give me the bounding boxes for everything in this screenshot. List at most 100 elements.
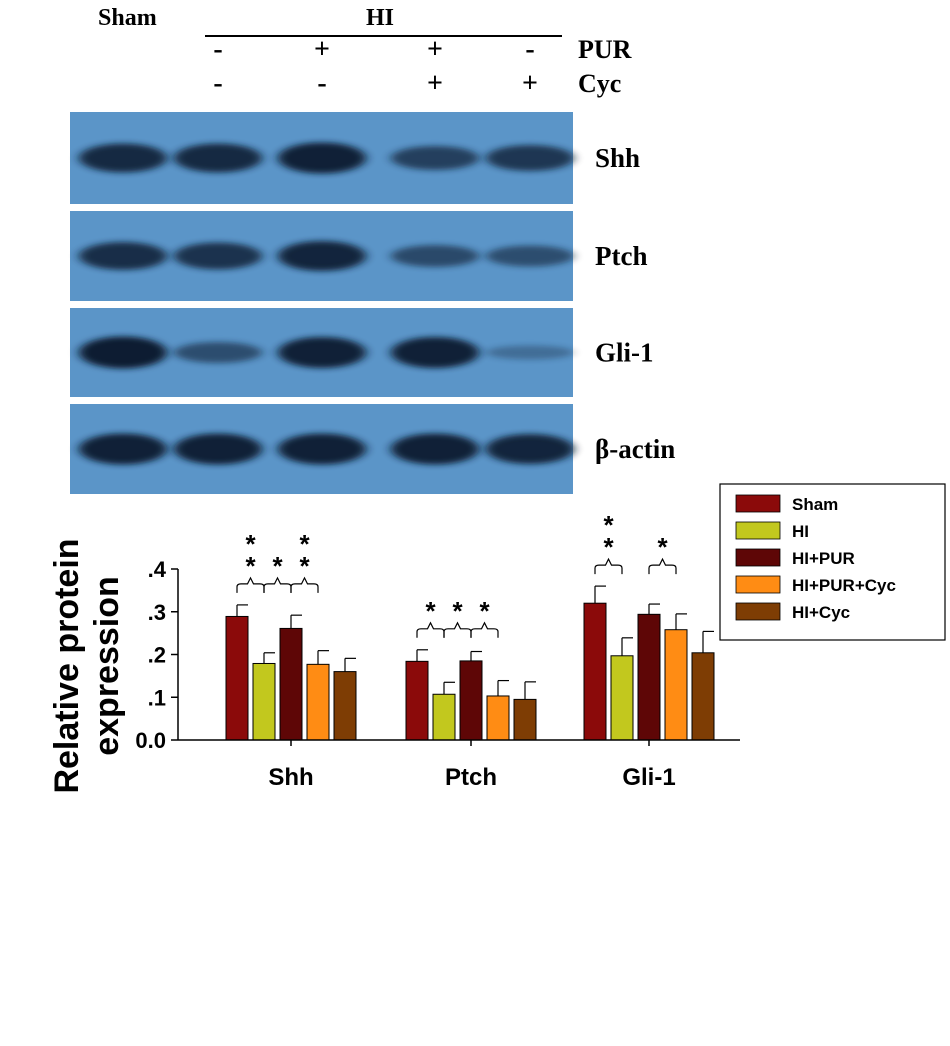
treatment-sign: - — [213, 34, 222, 65]
blot-panel-ptch: Ptch — [70, 211, 647, 301]
blot-band — [278, 241, 366, 271]
blot-band — [486, 145, 574, 171]
blot-band — [391, 433, 479, 465]
blot-band — [79, 336, 167, 369]
bar — [664, 629, 688, 741]
bar — [637, 613, 661, 741]
bar — [306, 663, 330, 741]
bar — [513, 698, 537, 741]
blot-band — [278, 433, 366, 465]
blot-band — [79, 433, 167, 465]
y-axis: 0.0 .1 .2 .3 .4 — [135, 557, 179, 753]
significance-asterisk: * — [425, 596, 436, 626]
bar — [333, 671, 357, 741]
bar — [252, 662, 276, 741]
bar — [432, 693, 456, 741]
blot-panel-label: Shh — [595, 143, 640, 173]
y-tick-label: 0.0 — [135, 728, 166, 753]
treatment-label-pur: PUR — [578, 35, 632, 64]
treatment-sign: + — [314, 34, 330, 65]
blot-panel-label: Gli-1 — [595, 338, 654, 368]
legend-swatch — [735, 521, 781, 540]
blot-band — [174, 143, 262, 173]
significance-bracket — [290, 576, 319, 593]
y-tick-label: .3 — [148, 600, 166, 625]
significance-asterisk: * — [603, 510, 614, 540]
significance-bracket — [648, 557, 677, 575]
significance-asterisk: * — [299, 529, 310, 559]
blot-band — [278, 142, 366, 174]
blot-panel-actin: β-actin — [70, 404, 675, 494]
group-label-sham: Sham — [98, 5, 157, 31]
significance-bracket — [470, 621, 499, 638]
bar-series — [225, 585, 715, 741]
legend-swatch — [735, 494, 781, 513]
legend-swatch — [735, 602, 781, 621]
treatment-sign: + — [522, 68, 538, 99]
blot-band — [486, 345, 574, 360]
blot-band — [174, 242, 262, 270]
blot-band — [391, 245, 479, 267]
y-tick-label: .1 — [148, 685, 166, 710]
blot-band — [278, 337, 366, 368]
y-tick-label: .4 — [148, 557, 167, 582]
blot-panel-label: β-actin — [595, 434, 675, 464]
treatment-sign: - — [213, 68, 222, 99]
y-axis-label: Relative proteinexpression — [48, 538, 126, 793]
blot-band — [79, 242, 167, 270]
significance-asterisk: * — [299, 551, 310, 581]
significance-asterisk: * — [603, 532, 614, 562]
bar — [225, 615, 249, 741]
significance-bracket — [236, 576, 265, 593]
treatment-sign-rows: - + + - PUR- - + + Cyc — [213, 34, 631, 99]
bar — [610, 655, 634, 741]
blot-panel-gli1: Gli-1 — [70, 308, 654, 397]
bar — [279, 627, 303, 741]
bar — [583, 602, 607, 741]
blot-band — [174, 433, 262, 465]
bar — [691, 652, 715, 741]
treatment-sign: - — [525, 34, 534, 65]
legend-label: HI+Cyc — [792, 603, 850, 622]
bar — [405, 660, 429, 741]
blot-band — [486, 434, 574, 464]
blot-band — [391, 337, 479, 368]
treatment-sign: - — [317, 68, 326, 99]
significance-bracket — [443, 621, 472, 638]
western-blot-figure: Sham HI - + + - PUR- - + + Cyc ShhPtchGli-1β-act… — [70, 5, 675, 494]
legend-label: HI — [792, 522, 809, 541]
legend: Sham HI HI+PUR HI+PUR+Cyc HI+Cyc — [719, 483, 946, 641]
blot-band — [391, 146, 479, 170]
bar — [486, 695, 510, 741]
blot-band — [486, 245, 574, 267]
blot-panel-label: Ptch — [595, 241, 647, 271]
treatment-sign: + — [427, 34, 443, 65]
significance-asterisk: * — [479, 596, 490, 626]
bar-chart: 0.0 .1 .2 .3 .4 ** **** * *** * Shh Ptch Gli-1 Rel… — [48, 483, 946, 794]
legend-swatch — [735, 548, 781, 567]
x-tick-label: Gli-1 — [622, 764, 675, 791]
significance-asterisk: * — [245, 529, 256, 559]
significance-asterisk: * — [272, 551, 283, 581]
blot-band — [174, 342, 262, 363]
significance-marks: ** **** * *** * — [236, 510, 677, 638]
legend-swatch — [735, 575, 781, 594]
x-tick-label: Ptch — [445, 764, 497, 791]
treatment-sign: + — [427, 68, 443, 99]
significance-asterisk: * — [657, 532, 668, 562]
blot-panel-shh: Shh — [70, 112, 640, 204]
significance-asterisk: * — [245, 551, 256, 581]
blot-band — [79, 143, 167, 173]
significance-bracket — [416, 621, 445, 638]
x-axis: Shh Ptch Gli-1 — [178, 739, 740, 791]
treatment-label-cyc: Cyc — [578, 69, 621, 98]
x-tick-label: Shh — [268, 764, 313, 791]
y-tick-label: .2 — [148, 643, 166, 668]
blot-panels: Shh Ptch Gli-1 β-actin — [70, 112, 675, 494]
legend-label: HI+PUR+Cyc — [792, 576, 896, 595]
group-label-hi: HI — [366, 5, 394, 31]
bar — [459, 660, 483, 741]
legend-label: Sham — [792, 495, 838, 514]
legend-label: HI+PUR — [792, 549, 855, 568]
significance-bracket — [594, 557, 623, 575]
